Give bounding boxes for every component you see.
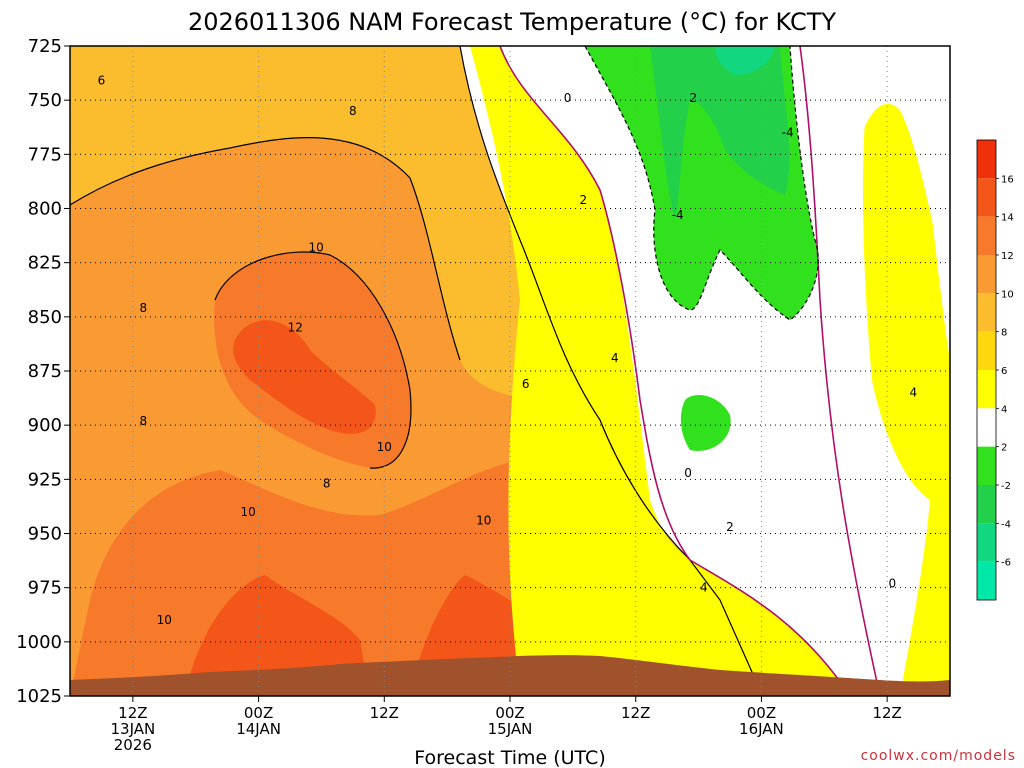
colorbar-swatch (977, 446, 996, 485)
y-tick-label: 875 (28, 361, 62, 382)
region-0-2 (500, 46, 900, 696)
colorbar-tick-label: 6 (1001, 366, 1007, 377)
colorbar-swatch (977, 370, 996, 409)
y-tick-label: 925 (28, 469, 62, 490)
colorbar-tick-label: -2 (1001, 481, 1011, 492)
contour-line (799, 46, 881, 696)
colorbar-tick-label: -6 (1001, 558, 1011, 569)
region-neg4-neg6 (650, 46, 790, 220)
contour-label: 4 (611, 351, 619, 365)
region-0-2-right (800, 46, 950, 696)
colorbar-swatch (977, 561, 996, 600)
contour-label: 2 (726, 520, 734, 534)
contour-label: 2 (690, 91, 698, 105)
colorbar: 16 14 12 10 8 6 4 2 -2 -4 -6 (976, 139, 1014, 601)
colorbar-swatch (977, 255, 996, 294)
contour-line (70, 137, 461, 361)
x-tick-label: 00Z (495, 704, 524, 722)
contour-label: 10 (377, 440, 392, 454)
x-tick-label: 12Z (118, 704, 147, 722)
chart-title: 2026011306 NAM Forecast Temperature (°C)… (188, 8, 836, 36)
contour-label: 0 (889, 576, 897, 590)
colorbar-swatch (977, 523, 996, 562)
region-neg2-neg4-small (680, 395, 731, 451)
x-tick-label: 15JAN (488, 720, 533, 738)
colorbar-swatch (977, 216, 996, 255)
contour-label: -4 (782, 126, 794, 140)
credit-text: coolwx.com/models (861, 748, 1016, 764)
contour-label: 8 (140, 301, 148, 315)
y-tick-label: 900 (28, 415, 62, 436)
x-axis-label: Forecast Time (UTC) (414, 747, 605, 768)
terrain (70, 655, 950, 696)
y-tick-label: 825 (28, 253, 62, 274)
contour-label: 2 (580, 193, 588, 207)
x-tick-label: 12Z (370, 704, 399, 722)
y-tick-label: 950 (28, 524, 62, 545)
contour-label: 10 (309, 241, 324, 255)
x-tick-label: 12Z (621, 704, 650, 722)
y-tick-label: 775 (28, 144, 62, 165)
contour-label: 8 (140, 414, 148, 428)
y-tick-label: 725 (28, 36, 62, 57)
y-axis: 725 750 775 800 825 850 875 900 925 950 975 1000 102… (16, 36, 70, 707)
region-neg6-neg8 (715, 46, 775, 75)
region-2-4-right (862, 103, 950, 696)
colorbar-tick-label: 10 (1001, 289, 1014, 300)
y-tick-label: 975 (28, 578, 62, 599)
x-tick-label: 12Z (872, 704, 901, 722)
colorbar-tick-label: 2 (1001, 443, 1007, 454)
contour-label: 8 (323, 477, 331, 491)
contour-label: 8 (349, 104, 357, 118)
contour-label: 12 (288, 321, 303, 335)
colorbar-tick-label: 16 (1001, 174, 1014, 185)
grid (70, 46, 950, 696)
contour-label: 6 (522, 377, 530, 391)
contour-line (584, 46, 819, 321)
contour-label: 10 (476, 514, 491, 528)
colorbar-tick-label: 14 (1001, 213, 1014, 224)
x-tick-label: 14JAN (236, 720, 281, 738)
colorbar-swatch (977, 331, 996, 370)
colorbar-swatch (977, 178, 996, 217)
y-tick-label: 750 (28, 90, 62, 111)
contour-label: -4 (672, 208, 684, 222)
colorbar-tick-label: 4 (1001, 404, 1007, 415)
contour-label: 10 (157, 613, 172, 627)
y-tick-label: 1000 (16, 632, 62, 653)
region-12-14 (233, 320, 376, 434)
x-tick-label: 13JAN (110, 720, 155, 738)
colorbar-swatch (977, 140, 996, 179)
y-tick-label: 1025 (16, 686, 62, 707)
colorbar-swatch (977, 485, 996, 524)
colorbar-swatch (977, 293, 996, 332)
contour-label: 0 (684, 466, 692, 480)
contour-label: 4 (910, 386, 918, 400)
y-tick-label: 800 (28, 199, 62, 220)
colorbar-tick-label: 12 (1001, 251, 1014, 262)
colorbar-tick-label: 8 (1001, 328, 1007, 339)
contour-label: 6 (98, 74, 106, 88)
contour-label: 10 (240, 505, 255, 519)
x-tick-label: 2026 (114, 736, 152, 754)
colorbar-swatch (977, 408, 996, 447)
contour-label: 4 (700, 581, 708, 595)
x-tick-label: 00Z (747, 704, 776, 722)
contour-labels: 6 8 10 8 12 8 10 8 10 10 10 6 0 2 -4 2 -4 4 4 0 2 4 0 (98, 74, 918, 628)
x-tick-label: 00Z (244, 704, 273, 722)
colorbar-tick-label: -4 (1001, 519, 1011, 530)
contour-line (214, 251, 412, 469)
contour-line (499, 46, 851, 696)
x-tick-label: 16JAN (739, 720, 784, 738)
y-tick-label: 850 (28, 307, 62, 328)
contour-line (459, 46, 761, 691)
contour-label: 0 (564, 91, 572, 105)
